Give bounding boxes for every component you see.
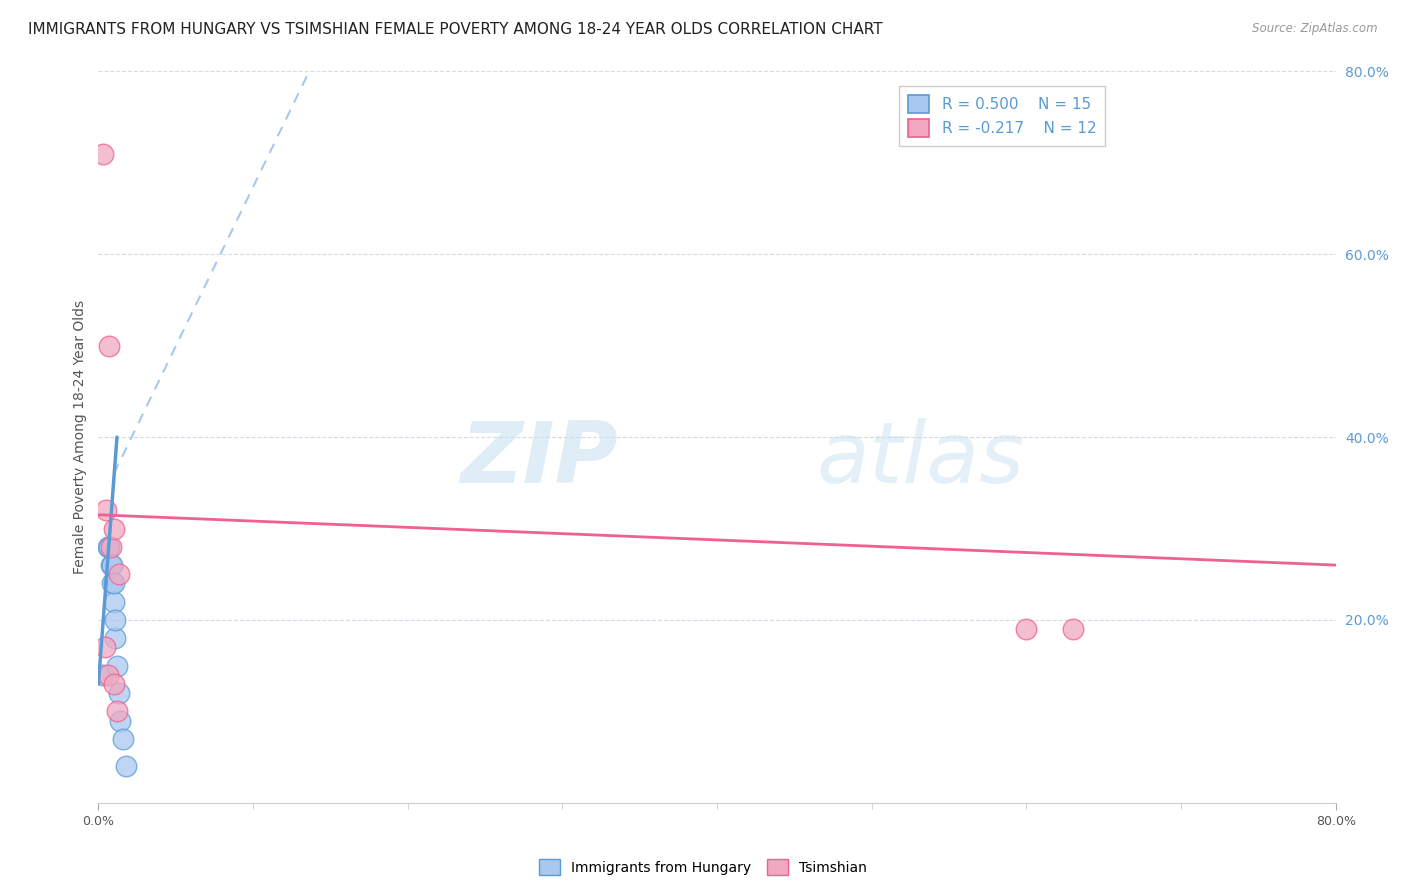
Point bbox=[108, 714, 131, 728]
Point bbox=[100, 558, 122, 573]
Legend: R = 0.500    N = 15, R = -0.217    N = 12: R = 0.500 N = 15, R = -0.217 N = 12 bbox=[898, 87, 1105, 146]
Text: atlas: atlas bbox=[815, 417, 1024, 500]
Point bbox=[1062, 622, 1084, 636]
Point bbox=[91, 667, 114, 681]
Point bbox=[96, 503, 118, 517]
Point bbox=[112, 731, 135, 746]
Point bbox=[104, 632, 127, 646]
Point bbox=[101, 576, 124, 591]
Point bbox=[91, 146, 114, 161]
Point bbox=[115, 759, 138, 773]
Text: Source: ZipAtlas.com: Source: ZipAtlas.com bbox=[1253, 22, 1378, 36]
Point bbox=[103, 677, 125, 691]
Legend: Immigrants from Hungary, Tsimshian: Immigrants from Hungary, Tsimshian bbox=[533, 854, 873, 880]
Point bbox=[103, 576, 125, 591]
Point bbox=[105, 658, 128, 673]
Point bbox=[100, 540, 122, 554]
Point bbox=[107, 686, 129, 700]
Text: ZIP: ZIP bbox=[460, 417, 619, 500]
Point bbox=[98, 540, 121, 554]
Y-axis label: Female Poverty Among 18-24 Year Olds: Female Poverty Among 18-24 Year Olds bbox=[73, 300, 87, 574]
Point bbox=[107, 567, 129, 582]
Point bbox=[101, 558, 124, 573]
Point bbox=[104, 613, 127, 627]
Point bbox=[98, 338, 121, 352]
Point bbox=[97, 540, 120, 554]
Point bbox=[103, 594, 125, 608]
Point bbox=[105, 705, 128, 719]
Point bbox=[103, 521, 125, 535]
Point bbox=[97, 667, 120, 681]
Point bbox=[1015, 622, 1038, 636]
Point bbox=[93, 640, 115, 655]
Text: IMMIGRANTS FROM HUNGARY VS TSIMSHIAN FEMALE POVERTY AMONG 18-24 YEAR OLDS CORREL: IMMIGRANTS FROM HUNGARY VS TSIMSHIAN FEM… bbox=[28, 22, 883, 37]
